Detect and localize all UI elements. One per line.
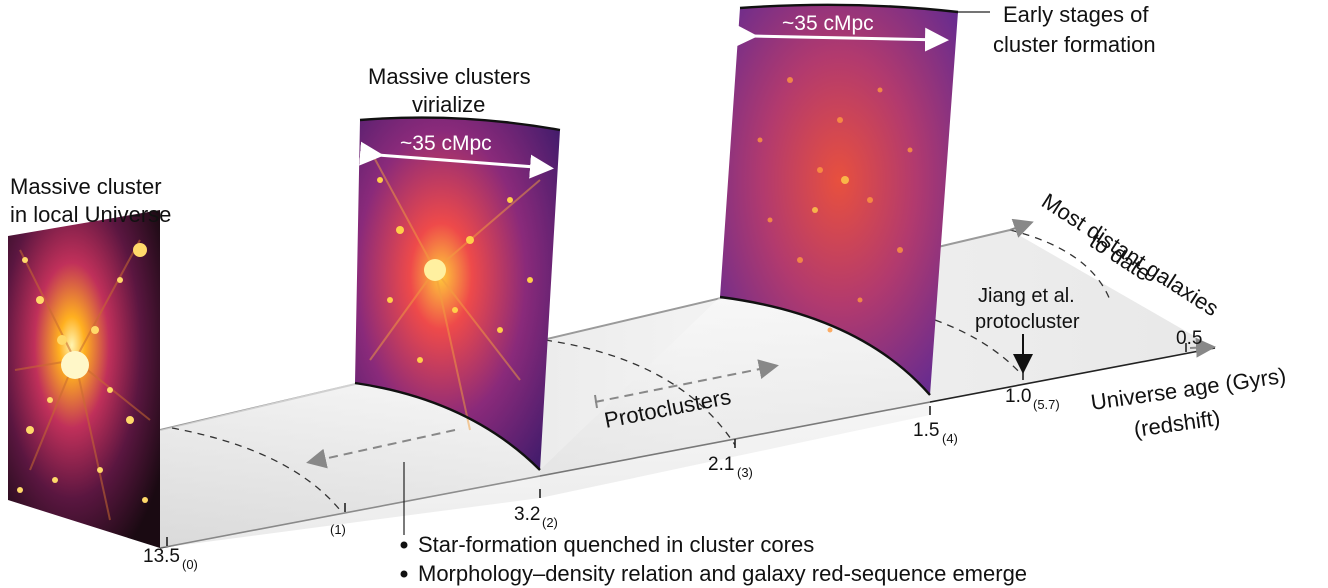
future-arrow-icon bbox=[1009, 218, 1034, 238]
jiang-label-1: Jiang et al. bbox=[978, 285, 1075, 307]
tick-redshift: (0) bbox=[182, 557, 198, 572]
scale-bar-label-early: ~35 cMpc bbox=[782, 12, 874, 35]
tick-redshift: (4) bbox=[942, 431, 958, 446]
tick-redshift: (2) bbox=[542, 515, 558, 530]
panel-early-stages: ~35 cMpc bbox=[719, 3, 959, 396]
panel-virialize: ~35 cMpc bbox=[354, 116, 561, 471]
virialize-galaxies bbox=[377, 177, 533, 363]
tick-redshift: (3) bbox=[737, 465, 753, 480]
local-galaxies bbox=[17, 243, 148, 503]
bullet-item: Morphology–density relation and galaxy r… bbox=[418, 561, 1027, 586]
early-stages-label-1: Early stages of bbox=[1003, 2, 1149, 27]
tick-age: 2.1 bbox=[708, 454, 734, 475]
jiang-label-2: protocluster bbox=[975, 311, 1080, 333]
tick-age: 3.2 bbox=[514, 504, 540, 525]
protoclusters-arrow-icon bbox=[594, 359, 779, 403]
tick-age: 13.5 bbox=[143, 546, 180, 567]
early-stages-label-2: cluster formation bbox=[993, 32, 1156, 57]
virialize-label-2: virialize bbox=[412, 92, 485, 117]
tick-redshift: (5.7) bbox=[1033, 397, 1060, 412]
local-cluster-label-1: Massive cluster bbox=[10, 174, 162, 199]
bullet-item: Star-formation quenched in cluster cores bbox=[418, 532, 814, 557]
tick-age: 1.0 bbox=[1005, 386, 1031, 407]
back-arrow-icon bbox=[306, 429, 456, 469]
panel-local-cluster bbox=[8, 210, 160, 548]
axis-label-1: Universe age (Gyrs) bbox=[1089, 363, 1287, 415]
tick-age: 1.5 bbox=[913, 420, 939, 441]
bullet-list: Star-formation quenched in cluster cores… bbox=[400, 532, 1027, 586]
tick-redshift: (1) bbox=[330, 522, 346, 537]
tick-labels: 13.5 (0) (1) 3.2 (2) 2.1 (3) 1.5 (4) 1.0… bbox=[143, 328, 1202, 572]
axis-end-arrow-icon bbox=[1189, 337, 1216, 358]
virialize-label-1: Massive clusters bbox=[368, 64, 531, 89]
local-cluster-label-2: in local Universe bbox=[10, 202, 171, 227]
scale-bar-label-virialize: ~35 cMpc bbox=[400, 132, 492, 155]
scale-bar-early bbox=[733, 23, 949, 52]
early-speckles bbox=[757, 77, 913, 333]
tick-age: 0.5 bbox=[1176, 328, 1202, 349]
scale-bar-virialize bbox=[359, 141, 554, 179]
axis-label-2: (redshift) bbox=[1132, 405, 1221, 442]
time-axis-surface bbox=[159, 229, 1216, 549]
